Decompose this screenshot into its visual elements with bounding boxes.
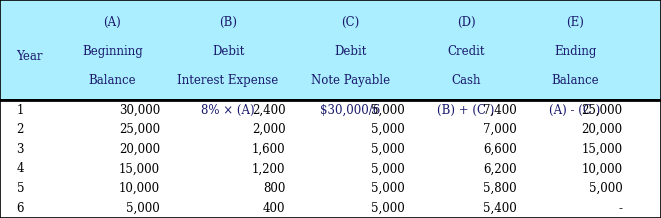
Text: 15,000: 15,000: [119, 162, 160, 175]
Text: 5,400: 5,400: [483, 202, 517, 215]
Text: 5,000: 5,000: [589, 182, 623, 195]
Text: 800: 800: [263, 182, 286, 195]
Text: 2: 2: [17, 123, 24, 136]
Text: 5,000: 5,000: [126, 202, 160, 215]
Bar: [0, 0, 661, 100]
Text: 5,000: 5,000: [371, 202, 405, 215]
Text: 10,000: 10,000: [582, 162, 623, 175]
Text: Balance: Balance: [551, 74, 599, 87]
Text: 10,000: 10,000: [119, 182, 160, 195]
Text: 1: 1: [17, 104, 24, 117]
Text: (C): (C): [341, 16, 360, 29]
Text: Debit: Debit: [212, 45, 244, 58]
Text: (A) - (C ): (A) - (C ): [549, 104, 601, 117]
Text: 5,000: 5,000: [371, 123, 405, 136]
Text: Interest Expense: Interest Expense: [177, 74, 279, 87]
Text: 7,000: 7,000: [483, 123, 517, 136]
Text: 25,000: 25,000: [582, 104, 623, 117]
Text: 6: 6: [17, 202, 24, 215]
Text: 8% × (A): 8% × (A): [201, 104, 255, 117]
Text: 20,000: 20,000: [582, 123, 623, 136]
Text: 2,000: 2,000: [252, 123, 286, 136]
Text: 15,000: 15,000: [582, 143, 623, 156]
Text: 7,400: 7,400: [483, 104, 517, 117]
Text: 20,000: 20,000: [119, 143, 160, 156]
Text: 5,000: 5,000: [371, 143, 405, 156]
Text: Debit: Debit: [334, 45, 366, 58]
Text: 5,000: 5,000: [371, 162, 405, 175]
Text: (B): (B): [219, 16, 237, 29]
Text: Note Payable: Note Payable: [311, 74, 390, 87]
Text: (B) + (C ): (B) + (C ): [438, 104, 494, 117]
Text: 25,000: 25,000: [119, 123, 160, 136]
Text: 5,000: 5,000: [371, 182, 405, 195]
Text: (D): (D): [457, 16, 475, 29]
Text: Cash: Cash: [451, 74, 481, 87]
Text: Credit: Credit: [447, 45, 485, 58]
Text: Balance: Balance: [89, 74, 136, 87]
Text: 5,800: 5,800: [483, 182, 517, 195]
Bar: [0, 100, 661, 218]
Text: 5,000: 5,000: [371, 104, 405, 117]
Text: $30,000/6: $30,000/6: [320, 104, 381, 117]
Text: 4: 4: [17, 162, 24, 175]
Text: 2,400: 2,400: [252, 104, 286, 117]
Text: -: -: [619, 202, 623, 215]
Text: 3: 3: [17, 143, 24, 156]
Text: 30,000: 30,000: [119, 104, 160, 117]
Text: (A): (A): [104, 16, 121, 29]
Text: 6,200: 6,200: [483, 162, 517, 175]
Text: Beginning: Beginning: [82, 45, 143, 58]
Text: 5: 5: [17, 182, 24, 195]
Text: 1,200: 1,200: [252, 162, 286, 175]
Text: 6,600: 6,600: [483, 143, 517, 156]
Text: Ending: Ending: [554, 45, 596, 58]
Text: 400: 400: [263, 202, 286, 215]
Text: (E): (E): [566, 16, 584, 29]
Text: 1,600: 1,600: [252, 143, 286, 156]
Text: Year: Year: [17, 50, 43, 63]
